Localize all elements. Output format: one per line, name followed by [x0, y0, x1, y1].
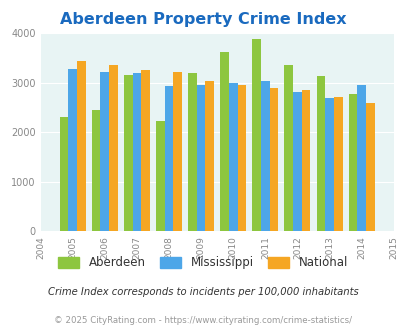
- Bar: [205, 81, 213, 231]
- Bar: [301, 90, 310, 231]
- Bar: [196, 85, 205, 231]
- Bar: [68, 69, 77, 231]
- Bar: [77, 61, 85, 231]
- Bar: [100, 72, 109, 231]
- Text: Crime Index corresponds to incidents per 100,000 inhabitants: Crime Index corresponds to incidents per…: [47, 287, 358, 297]
- Bar: [348, 94, 356, 231]
- Text: Aberdeen Property Crime Index: Aberdeen Property Crime Index: [60, 12, 345, 26]
- Bar: [237, 85, 246, 231]
- Text: © 2025 CityRating.com - https://www.cityrating.com/crime-statistics/: © 2025 CityRating.com - https://www.city…: [54, 315, 351, 325]
- Bar: [92, 110, 100, 231]
- Bar: [156, 121, 164, 231]
- Bar: [356, 85, 365, 231]
- Bar: [260, 81, 269, 231]
- Bar: [333, 97, 342, 231]
- Bar: [141, 70, 149, 231]
- Bar: [292, 92, 301, 231]
- Bar: [173, 72, 181, 231]
- Bar: [316, 76, 324, 231]
- Bar: [324, 98, 333, 231]
- Bar: [188, 73, 196, 231]
- Bar: [284, 65, 292, 231]
- Legend: Aberdeen, Mississippi, National: Aberdeen, Mississippi, National: [53, 252, 352, 274]
- Bar: [228, 83, 237, 231]
- Bar: [132, 73, 141, 231]
- Bar: [252, 39, 260, 231]
- Bar: [164, 86, 173, 231]
- Bar: [269, 88, 278, 231]
- Bar: [60, 117, 68, 231]
- Bar: [365, 103, 374, 231]
- Bar: [220, 52, 228, 231]
- Bar: [109, 65, 117, 231]
- Bar: [124, 75, 132, 231]
